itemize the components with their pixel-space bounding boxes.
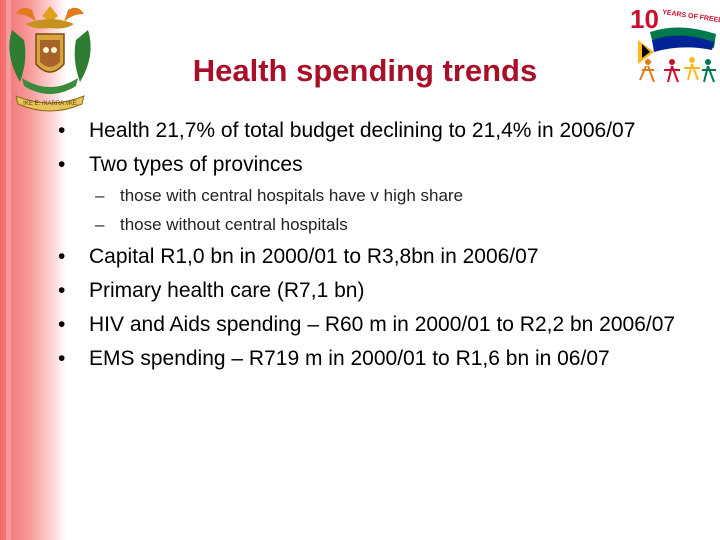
bullet-text: HIV and Aids spending – R60 m in 2000/01… [89, 313, 676, 336]
sub-bullet-text: those without central hospitals [120, 215, 348, 234]
bullet-item: • Health 21,7% of total budget declining… [58, 117, 698, 145]
bullet-item: • EMS spending – R719 m in 2000/01 to R1… [58, 345, 698, 373]
bullet-text: EMS spending – R719 m in 2000/01 to R1,6… [89, 347, 610, 370]
anniversary-number: 10 [630, 4, 659, 34]
sub-bullet-text: those with central hospitals have v high… [120, 186, 464, 205]
bullet-text: Primary health care (R7,1 bn) [89, 279, 365, 302]
bullet-text: Two types of provinces [89, 153, 303, 176]
ten-years-of-freedom-logo: 10 YEARS OF FREEDOM [630, 4, 720, 83]
anniversary-text: YEARS OF FREEDOM [662, 9, 720, 26]
sub-bullet-item: – those without central hospitals [58, 214, 698, 236]
sub-bullet-item: – those with central hospitals have v hi… [58, 185, 698, 207]
bullet-text: Capital R1,0 bn in 2000/01 to R3,8bn in … [89, 245, 539, 268]
bullet-marker: • [58, 313, 66, 336]
bullet-marker: • [58, 279, 66, 302]
bullet-marker: • [58, 119, 66, 142]
bullet-item: • HIV and Aids spending – R60 m in 2000/… [58, 311, 698, 339]
bullet-item: • Capital R1,0 bn in 2000/01 to R3,8bn i… [58, 243, 698, 271]
coat-motto: !KE E: /XARRA //KE [23, 101, 77, 107]
bullet-text: Health 21,7% of total budget declining t… [89, 119, 636, 142]
bullet-list: • Health 21,7% of total budget declining… [58, 117, 698, 379]
bullet-marker: • [58, 245, 66, 268]
bullet-item: • Primary health care (R7,1 bn) [58, 277, 698, 305]
sub-bullet-marker: – [95, 215, 105, 234]
slide-title: Health spending trends [192, 53, 538, 88]
bullet-marker: • [58, 153, 66, 176]
sub-bullet-marker: – [95, 186, 105, 205]
coat-of-arms-logo: !KE E: /XARRA //KE [9, 6, 91, 112]
bullet-marker: • [58, 347, 66, 370]
bullet-item: • Two types of provinces [58, 151, 698, 179]
